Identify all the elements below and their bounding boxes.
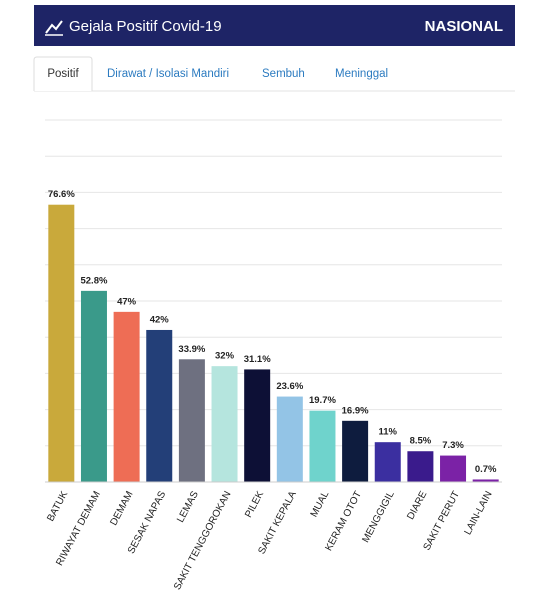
x-tick-label: SAKIT TENGGOROKAN <box>172 489 233 591</box>
value-label: 0.7% <box>475 464 497 475</box>
value-label: 47% <box>117 296 137 307</box>
bar <box>407 451 434 482</box>
bar <box>472 479 499 482</box>
bar <box>146 329 173 482</box>
value-label: 8.5% <box>410 436 432 447</box>
value-label: 52.8% <box>80 275 107 286</box>
value-label: 7.3% <box>442 440 464 451</box>
bar <box>276 396 303 482</box>
x-tick-label: MENGGIGIL <box>360 489 397 545</box>
value-label: 76.6% <box>48 189 75 200</box>
bar <box>244 369 271 482</box>
bar <box>48 204 75 482</box>
chart-icon <box>45 20 63 34</box>
x-tick-label: BATUK <box>45 489 70 523</box>
value-label: 11% <box>379 427 398 438</box>
tab[interactable]: Meninggal <box>335 68 388 80</box>
bar <box>309 410 336 482</box>
value-label: 33.9% <box>178 344 205 355</box>
value-label: 32% <box>215 351 235 362</box>
x-tick-label: PILEK <box>243 489 266 519</box>
bar <box>342 420 369 482</box>
bar <box>374 442 401 482</box>
value-label: 31.1% <box>244 354 271 365</box>
x-tick-label: DEMAM <box>108 489 135 527</box>
tab[interactable]: Positif <box>47 68 79 80</box>
bar <box>211 366 238 482</box>
x-tick-label: SAKIT PERUT <box>422 489 462 552</box>
active-tab-frame <box>33 56 93 91</box>
header-bar <box>34 5 515 46</box>
value-label: 16.9% <box>342 405 369 416</box>
bar <box>80 290 107 482</box>
bar <box>178 359 205 482</box>
value-label: 23.6% <box>276 381 303 392</box>
x-tick-label: LAIN-LAIN <box>463 489 495 536</box>
header-region: NASIONAL <box>425 18 503 35</box>
header-title: Gejala Positif Covid-19 <box>69 18 222 35</box>
value-label: 42% <box>150 314 170 325</box>
x-tick-label: LEMAS <box>175 489 201 524</box>
x-tick-label: DIARE <box>405 489 429 521</box>
x-tick-label: MUAL <box>309 489 332 519</box>
bar <box>113 311 140 482</box>
tab[interactable]: Sembuh <box>262 68 305 80</box>
value-label: 19.7% <box>309 395 336 406</box>
x-tick-label: KERAM OTOT <box>323 489 364 552</box>
bar <box>440 455 467 482</box>
tab[interactable]: Dirawat / Isolasi Mandiri <box>107 68 229 80</box>
